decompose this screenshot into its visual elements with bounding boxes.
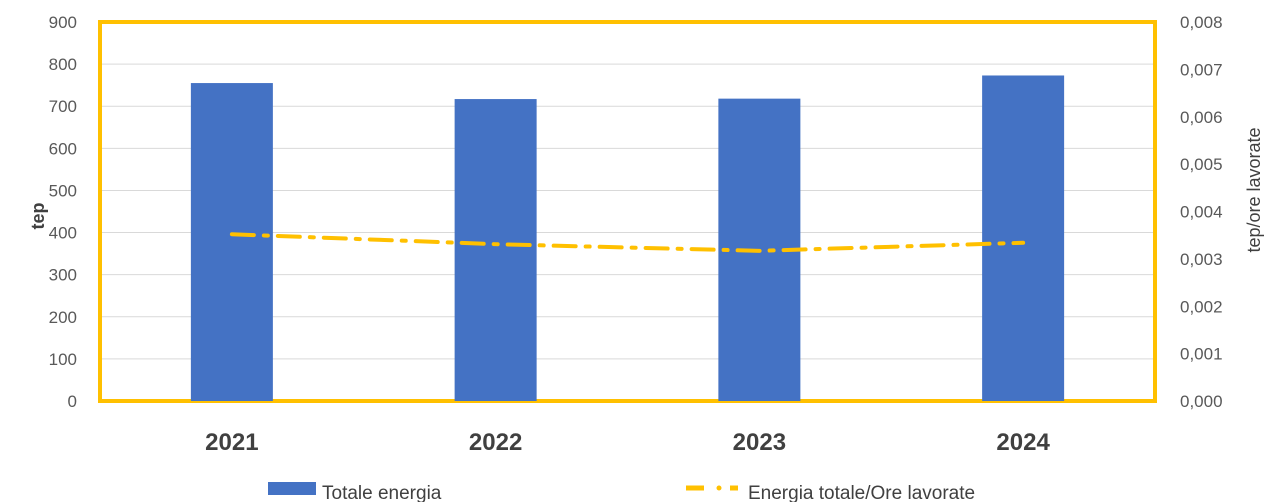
legend: Totale energia Energia totale/Ore lavora… xyxy=(268,482,975,502)
x-tick-label-2023: 2023 xyxy=(733,429,786,456)
ratio-series-line xyxy=(229,232,1026,253)
y-axis-right-ticks: 0,000 0,001 0,002 0,003 0,004 0,005 0,006 0,007… xyxy=(1180,13,1223,411)
y-right-tick-label: 0,001 xyxy=(1180,345,1223,364)
x-axis-labels: 2021 2022 2023 2024 xyxy=(205,429,1050,456)
bar-2024 xyxy=(982,75,1065,401)
legend-label-totale-energia: Totale energia xyxy=(322,483,442,502)
y-left-tick-label: 200 xyxy=(49,308,77,327)
y-right-tick-label: 0,005 xyxy=(1180,155,1223,174)
y-axis-right-title: tep/ore lavorate xyxy=(1244,127,1264,252)
y-right-tick-label: 0,004 xyxy=(1180,203,1223,222)
plot-border xyxy=(98,20,1157,403)
x-tick-label-2021: 2021 xyxy=(205,429,258,456)
bars xyxy=(190,75,1065,402)
y-right-tick-label: 0,000 xyxy=(1180,392,1223,411)
y-left-tick-label: 0 xyxy=(68,392,77,411)
bar-2022 xyxy=(454,99,537,402)
y-left-tick-label: 900 xyxy=(49,13,77,32)
x-tick-label-2024: 2024 xyxy=(996,429,1050,456)
bar-2021 xyxy=(190,83,273,402)
y-left-tick-label: 100 xyxy=(49,350,77,369)
y-axis-left-title: tep xyxy=(28,202,48,229)
y-right-tick-label: 0,007 xyxy=(1180,60,1223,79)
legend-swatch-ratio xyxy=(686,485,738,491)
y-right-tick-label: 0,002 xyxy=(1180,297,1223,316)
plot-area-border xyxy=(98,20,1157,403)
y-axis-left-ticks: 0 100 200 300 400 500 600 700 800 900 xyxy=(49,13,77,411)
legend-label-ratio: Energia totale/Ore lavorate xyxy=(748,483,975,502)
y-left-tick-label: 400 xyxy=(49,224,77,243)
x-tick-label-2022: 2022 xyxy=(469,429,522,456)
y-left-tick-label: 300 xyxy=(49,266,77,285)
ratio-line xyxy=(229,232,1026,253)
y-right-tick-label: 0,003 xyxy=(1180,250,1223,269)
y-left-tick-label: 800 xyxy=(49,55,77,74)
y-right-tick-label: 0,006 xyxy=(1180,108,1223,127)
y-left-tick-label: 600 xyxy=(49,139,77,158)
y-left-tick-label: 700 xyxy=(49,97,77,116)
y-right-tick-label: 0,008 xyxy=(1180,13,1223,32)
legend-swatch-totale-energia xyxy=(268,482,316,495)
y-left-tick-label: 500 xyxy=(49,181,77,200)
